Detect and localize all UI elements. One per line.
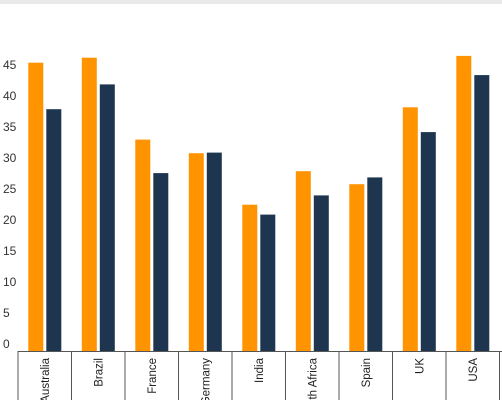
bar-series-2 [260,214,276,351]
x-tick-label: Spain [361,358,373,387]
y-tick-label: 15 [3,244,17,258]
bar-series-2 [367,177,383,351]
bar-series-1 [188,153,204,351]
x-tick-label: India [254,357,266,383]
y-tick-label: 5 [3,306,10,320]
x-axis: Australia Brazil France Germany India South A… [17,351,502,400]
bars [28,55,490,352]
x-tick-label: Brazil [93,358,105,387]
y-tick-label: 25 [3,182,17,196]
top-bar [0,0,502,4]
bar-series-1 [135,139,151,351]
bar-series-1 [456,55,472,352]
bar-series-2 [313,195,329,351]
y-tick-label: 40 [3,89,17,103]
bar-series-1 [81,57,97,351]
x-tick-label: France [147,358,159,394]
y-tick-label: 35 [3,120,17,134]
bar-series-1 [349,184,365,351]
bar-series-2 [46,109,62,351]
y-tick-label: 20 [3,213,17,227]
y-tick-label: 0 [3,337,10,351]
x-tick-label: USA [468,358,480,382]
bar-series-2 [420,132,436,351]
x-tick-label: Germany [200,358,212,400]
bar-series-1 [28,62,44,351]
bar-series-2 [153,173,169,351]
y-tick-label: 10 [3,275,17,289]
bar-series-2 [206,152,222,351]
bar-series-2 [474,75,490,351]
bar-series-1 [402,107,418,351]
y-axis-ticks: 0 5 10 15 20 25 30 35 40 45 [3,58,17,351]
x-tick-label: South Africa [307,357,319,400]
y-tick-label: 45 [3,58,17,72]
bar-series-1 [242,204,258,351]
x-tick-label: Australia [40,357,52,400]
y-tick-label: 30 [3,151,17,165]
bar-series-2 [99,84,115,352]
bar-series-1 [295,171,311,351]
x-tick-label: UK [414,358,426,374]
